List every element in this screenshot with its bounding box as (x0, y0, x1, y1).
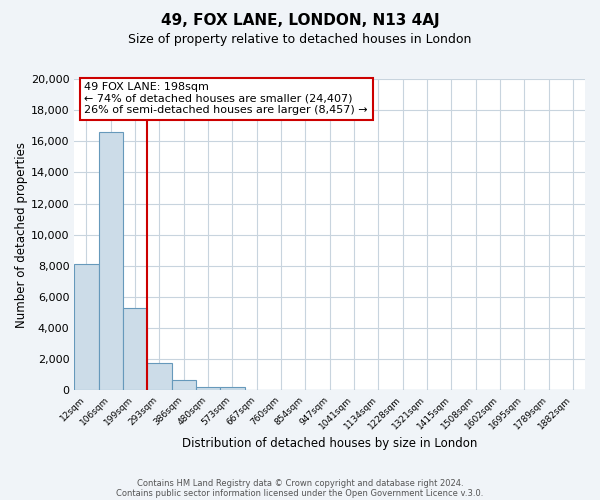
Text: Contains HM Land Registry data © Crown copyright and database right 2024.: Contains HM Land Registry data © Crown c… (137, 478, 463, 488)
Bar (172, 380, 196, 390)
Bar (196, 386, 220, 390)
Bar (147, 363, 172, 390)
Bar (98, 132, 123, 390)
Y-axis label: Number of detached properties: Number of detached properties (15, 142, 28, 328)
Text: 49, FOX LANE, LONDON, N13 4AJ: 49, FOX LANE, LONDON, N13 4AJ (161, 12, 439, 28)
Bar (74, 264, 98, 390)
X-axis label: Distribution of detached houses by size in London: Distribution of detached houses by size … (182, 437, 478, 450)
Bar (220, 388, 245, 390)
Text: 49 FOX LANE: 198sqm
← 74% of detached houses are smaller (24,407)
26% of semi-de: 49 FOX LANE: 198sqm ← 74% of detached ho… (85, 82, 368, 116)
Bar (123, 308, 147, 390)
Text: Contains public sector information licensed under the Open Government Licence v.: Contains public sector information licen… (116, 488, 484, 498)
Text: Size of property relative to detached houses in London: Size of property relative to detached ho… (128, 32, 472, 46)
